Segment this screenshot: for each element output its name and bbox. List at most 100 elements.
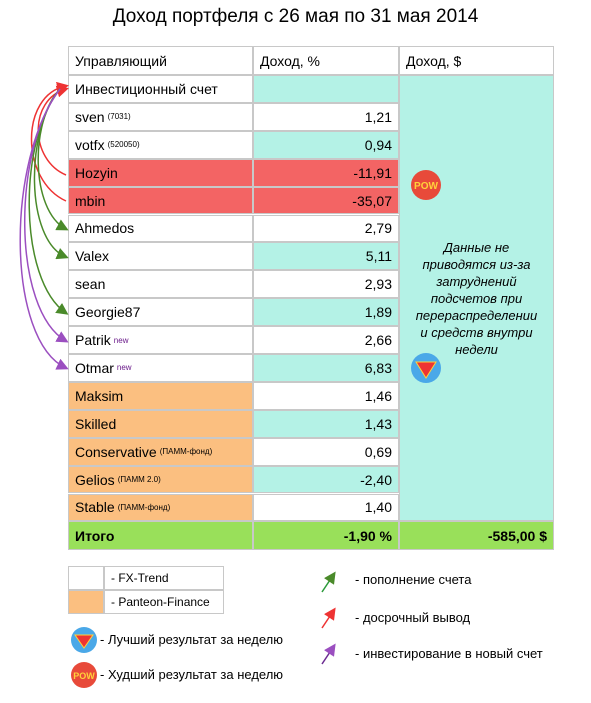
text: 0,94 bbox=[364, 136, 392, 153]
name-cell: sean bbox=[68, 270, 253, 299]
superscript: new bbox=[113, 335, 129, 345]
legend-label: - FX-Trend bbox=[104, 566, 224, 590]
superscript: (520050) bbox=[107, 140, 140, 150]
legend-label: - досрочный вывод bbox=[355, 610, 470, 625]
superscript: (ПАММ-фонд) bbox=[117, 502, 171, 512]
name-cell: Patrik new bbox=[68, 326, 253, 354]
value-cell: 0,94 bbox=[253, 130, 399, 159]
value-cell: -11,91 bbox=[253, 158, 399, 187]
text: Ahmedos bbox=[75, 220, 135, 237]
text: Conservative bbox=[75, 443, 157, 460]
text: - досрочный вывод bbox=[355, 610, 471, 625]
text: 5,11 bbox=[365, 248, 392, 265]
text: Maksim bbox=[75, 387, 124, 404]
name-cell: mbin bbox=[68, 186, 253, 215]
text: - FX-Trend bbox=[111, 571, 169, 585]
text: 2,79 bbox=[364, 220, 392, 237]
total-cell: Итого bbox=[68, 521, 253, 551]
name-cell: sven (7031) bbox=[68, 102, 253, 131]
text: -585,00 $ bbox=[487, 527, 547, 544]
text: -11,91 bbox=[353, 164, 392, 181]
text: 1,21 bbox=[364, 108, 392, 125]
name-cell: Skilled bbox=[68, 409, 253, 438]
text: Управляющий bbox=[75, 52, 167, 69]
text: 1,46 bbox=[364, 387, 392, 404]
text: Valex bbox=[75, 248, 109, 265]
text: Доход, $ bbox=[406, 52, 462, 69]
value-cell: 2,66 bbox=[253, 326, 399, 354]
name-cell: Maksim bbox=[68, 381, 253, 410]
text: Доход, % bbox=[260, 52, 320, 69]
text: - Худший результат за неделю bbox=[100, 667, 284, 682]
name-cell: Gelios (ПАММ 2.0) bbox=[68, 465, 253, 494]
value-cell: 1,21 bbox=[253, 102, 399, 131]
name-cell: Stable (ПАММ-фонд) bbox=[68, 493, 253, 522]
text: Итого bbox=[75, 527, 115, 544]
header-cell: Доход, % bbox=[253, 46, 399, 75]
text: 2,66 bbox=[364, 332, 392, 349]
text: 1,89 bbox=[364, 304, 392, 321]
text: - инвестирование в новый счет bbox=[355, 646, 543, 661]
text: 0,69 bbox=[364, 443, 392, 460]
svg-text:POW: POW bbox=[73, 671, 95, 681]
superscript: new bbox=[116, 363, 132, 373]
text: 6,83 bbox=[364, 359, 392, 376]
value-cell: 6,83 bbox=[253, 354, 399, 382]
legend-label: - Худший результат за неделю bbox=[100, 667, 283, 682]
value-cell: 1,46 bbox=[253, 381, 399, 410]
text: Skilled bbox=[75, 415, 117, 432]
text: 1,40 bbox=[364, 499, 392, 516]
legend-label: - Panteon-Finance bbox=[104, 590, 224, 614]
value-cell: 5,11 bbox=[253, 242, 399, 271]
value-cell: 2,93 bbox=[253, 270, 399, 299]
text: mbin bbox=[75, 192, 106, 209]
name-cell: Ahmedos bbox=[68, 214, 253, 243]
text: -2,40 bbox=[360, 471, 392, 488]
header-cell: Управляющий bbox=[68, 46, 253, 75]
header-cell: Доход, $ bbox=[399, 46, 554, 75]
name-cell: Georgie87 bbox=[68, 298, 253, 327]
text: Gelios bbox=[75, 471, 115, 488]
text: Otmar bbox=[75, 359, 114, 376]
legend-label: - пополнение счета bbox=[355, 572, 471, 587]
text: -35,07 bbox=[352, 192, 392, 209]
text: - Panteon-Finance bbox=[111, 595, 210, 609]
total-cell: -585,00 $ bbox=[399, 521, 554, 551]
value-cell: 0,69 bbox=[253, 437, 399, 466]
name-cell: votfx (520050) bbox=[68, 130, 253, 159]
name-cell: Инвестиционный счет bbox=[68, 75, 253, 103]
value-cell: 1,43 bbox=[253, 409, 399, 438]
text: Patrik bbox=[75, 332, 111, 349]
text: Инвестиционный счет bbox=[75, 80, 218, 97]
legend-label: - Лучший результат за неделю bbox=[100, 632, 283, 647]
value-cell bbox=[253, 75, 399, 103]
text: -1,90 % bbox=[343, 527, 392, 544]
value-cell: -2,40 bbox=[253, 465, 399, 494]
value-cell: -35,07 bbox=[253, 186, 399, 215]
legend-swatch bbox=[68, 566, 104, 590]
text: 2,93 bbox=[364, 276, 392, 293]
note-cell: Данные не приводятся из-за затруднений п… bbox=[399, 75, 554, 522]
superscript: (ПАММ 2.0) bbox=[117, 475, 161, 485]
name-cell: Valex bbox=[68, 242, 253, 271]
text: 1,43 bbox=[364, 415, 392, 432]
name-cell: Otmar new bbox=[68, 354, 253, 382]
note: Данные не приводятся из-за затруднений п… bbox=[415, 239, 538, 357]
text: Stable bbox=[75, 499, 115, 516]
legend-swatch bbox=[68, 590, 104, 614]
legend-label: - инвестирование в новый счет bbox=[355, 646, 543, 661]
text: Georgie87 bbox=[75, 304, 141, 321]
value-cell: 1,40 bbox=[253, 493, 399, 522]
name-cell: Conservative (ПАММ-фонд) bbox=[68, 437, 253, 466]
superscript: (ПАММ-фонд) bbox=[159, 447, 213, 457]
text: - Лучший результат за неделю bbox=[100, 632, 283, 647]
total-cell: -1,90 % bbox=[253, 521, 399, 551]
name-cell: Hozyin bbox=[68, 158, 253, 187]
superscript: (7031) bbox=[107, 112, 131, 122]
text: sean bbox=[75, 276, 106, 293]
value-cell: 1,89 bbox=[253, 298, 399, 327]
title: Доход портфеля с 26 мая по 31 мая 2014 bbox=[112, 6, 479, 27]
value-cell: 2,79 bbox=[253, 214, 399, 243]
text: sven bbox=[75, 108, 105, 125]
